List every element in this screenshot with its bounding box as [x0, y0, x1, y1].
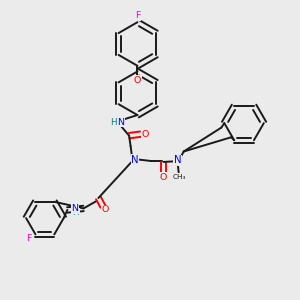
Text: N: N	[71, 204, 78, 213]
Text: F: F	[26, 234, 32, 243]
Text: N: N	[131, 154, 139, 165]
Text: O: O	[142, 130, 149, 139]
Text: O: O	[160, 173, 167, 182]
Text: N: N	[174, 155, 182, 166]
Text: O: O	[134, 76, 141, 85]
Text: O: O	[102, 206, 109, 214]
Text: CH₃: CH₃	[172, 174, 186, 180]
Text: H: H	[110, 118, 117, 127]
Text: H: H	[72, 208, 79, 217]
Text: N: N	[118, 118, 124, 127]
Text: F: F	[135, 11, 140, 20]
